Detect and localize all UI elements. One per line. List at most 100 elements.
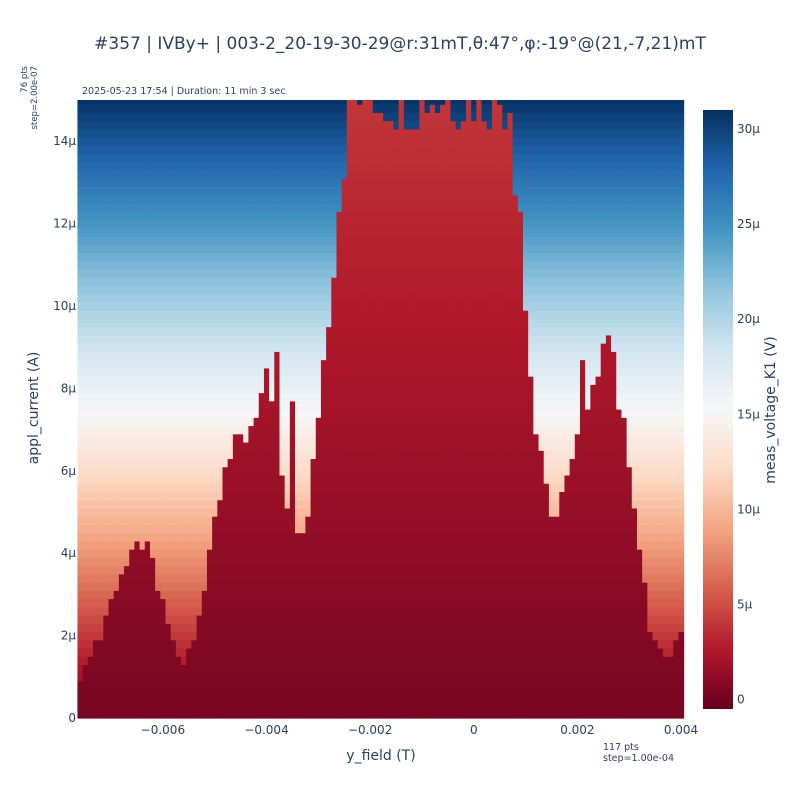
heatmap-cell bbox=[217, 235, 224, 245]
heatmap-cell bbox=[388, 713, 395, 719]
heatmap-cell bbox=[181, 104, 187, 113]
heatmap-cell bbox=[155, 186, 161, 196]
heatmap-cell bbox=[279, 277, 286, 286]
heatmap-cell bbox=[103, 161, 110, 171]
heatmap-cell bbox=[300, 606, 306, 616]
heatmap-cell bbox=[77, 235, 84, 245]
heatmap-cell bbox=[129, 557, 135, 567]
heatmap-cell bbox=[346, 425, 353, 435]
heatmap-cell bbox=[82, 582, 89, 591]
heatmap-cell bbox=[134, 664, 141, 674]
heatmap-cell bbox=[300, 532, 306, 542]
heatmap-cell bbox=[248, 507, 255, 517]
heatmap-cell bbox=[326, 252, 332, 262]
heatmap-cell bbox=[331, 680, 338, 690]
heatmap-cell bbox=[336, 565, 343, 575]
heatmap-cell bbox=[103, 483, 110, 492]
heatmap-cell bbox=[414, 441, 420, 451]
heatmap-cell bbox=[222, 260, 229, 270]
heatmap-cell bbox=[269, 697, 275, 707]
heatmap-cell bbox=[310, 194, 317, 204]
heatmap-cell bbox=[170, 310, 177, 319]
heatmap-cell bbox=[139, 392, 146, 402]
heatmap-cell bbox=[238, 153, 244, 163]
heatmap-cell bbox=[269, 516, 275, 525]
heatmap-cell bbox=[201, 100, 208, 105]
heatmap-cell bbox=[284, 557, 291, 567]
heatmap-cell bbox=[181, 203, 187, 212]
heatmap-cell bbox=[258, 458, 265, 468]
heatmap-cell bbox=[238, 170, 244, 179]
heatmap-cell bbox=[289, 367, 296, 377]
heatmap-cell bbox=[206, 697, 213, 707]
heatmap-cell bbox=[383, 400, 389, 410]
heatmap-cell bbox=[393, 507, 400, 517]
heatmap-cell bbox=[393, 318, 400, 328]
heatmap-cell bbox=[186, 664, 192, 674]
heatmap-cell bbox=[87, 433, 94, 443]
heatmap-cell bbox=[326, 359, 332, 369]
heatmap-cell bbox=[248, 112, 255, 122]
heatmap-cell bbox=[206, 301, 213, 311]
heatmap-cell bbox=[383, 540, 389, 550]
heatmap-cell bbox=[160, 474, 167, 484]
heatmap-cell bbox=[222, 211, 229, 221]
heatmap-cell bbox=[149, 277, 156, 286]
heatmap-cell bbox=[103, 532, 110, 542]
heatmap-cell bbox=[160, 301, 167, 311]
heatmap-cell bbox=[201, 392, 208, 402]
heatmap-cell bbox=[305, 310, 312, 319]
heatmap-cell bbox=[113, 112, 120, 122]
heatmap-cell bbox=[139, 186, 146, 196]
heatmap-cell bbox=[165, 268, 172, 278]
heatmap-cell bbox=[160, 100, 167, 105]
heatmap-cell bbox=[367, 615, 374, 624]
heatmap-cell bbox=[238, 441, 244, 451]
heatmap-cell bbox=[336, 664, 343, 674]
heatmap-cell bbox=[331, 417, 338, 427]
heatmap-cell bbox=[279, 203, 286, 212]
heatmap-cell bbox=[149, 549, 156, 558]
heatmap-cell bbox=[144, 211, 151, 221]
heatmap-cell bbox=[160, 623, 167, 633]
heatmap-cell bbox=[403, 334, 410, 344]
heatmap-cell bbox=[186, 285, 192, 295]
heatmap-cell bbox=[403, 590, 410, 600]
heatmap-cell bbox=[243, 400, 249, 410]
heatmap-cell bbox=[87, 491, 94, 501]
heatmap-cell bbox=[357, 153, 363, 163]
heatmap-cell bbox=[409, 285, 415, 295]
heatmap-cell bbox=[315, 409, 322, 418]
heatmap-cell bbox=[144, 450, 151, 460]
heatmap-cell bbox=[134, 244, 141, 254]
heatmap-cell bbox=[300, 326, 306, 336]
heatmap-cell bbox=[289, 351, 296, 361]
heatmap-cell bbox=[305, 194, 312, 204]
heatmap-cell bbox=[118, 474, 125, 484]
heatmap-cell bbox=[341, 557, 348, 567]
heatmap-cell bbox=[108, 194, 115, 204]
heatmap-cell bbox=[352, 507, 358, 517]
heatmap-cell bbox=[103, 186, 110, 196]
heatmap-cell bbox=[305, 713, 312, 719]
heatmap-cell bbox=[238, 235, 244, 245]
heatmap-cell bbox=[243, 524, 249, 534]
heatmap-cell bbox=[82, 425, 89, 435]
heatmap-cell bbox=[331, 252, 338, 262]
heatmap-cell bbox=[258, 310, 265, 319]
heatmap-cell bbox=[331, 170, 338, 179]
heatmap-cell bbox=[367, 450, 374, 460]
heatmap-cell bbox=[362, 100, 369, 105]
heatmap-cell bbox=[181, 647, 187, 657]
heatmap-cell bbox=[320, 384, 327, 394]
heatmap-cell bbox=[181, 227, 187, 237]
heatmap-cell bbox=[274, 170, 281, 179]
heatmap-cell bbox=[377, 606, 384, 616]
heatmap-cell bbox=[149, 532, 156, 542]
heatmap-cell bbox=[258, 672, 265, 682]
heatmap-cell bbox=[258, 334, 265, 344]
heatmap-cell bbox=[98, 615, 104, 624]
heatmap-cell bbox=[108, 507, 115, 517]
heatmap-cell bbox=[118, 557, 125, 567]
